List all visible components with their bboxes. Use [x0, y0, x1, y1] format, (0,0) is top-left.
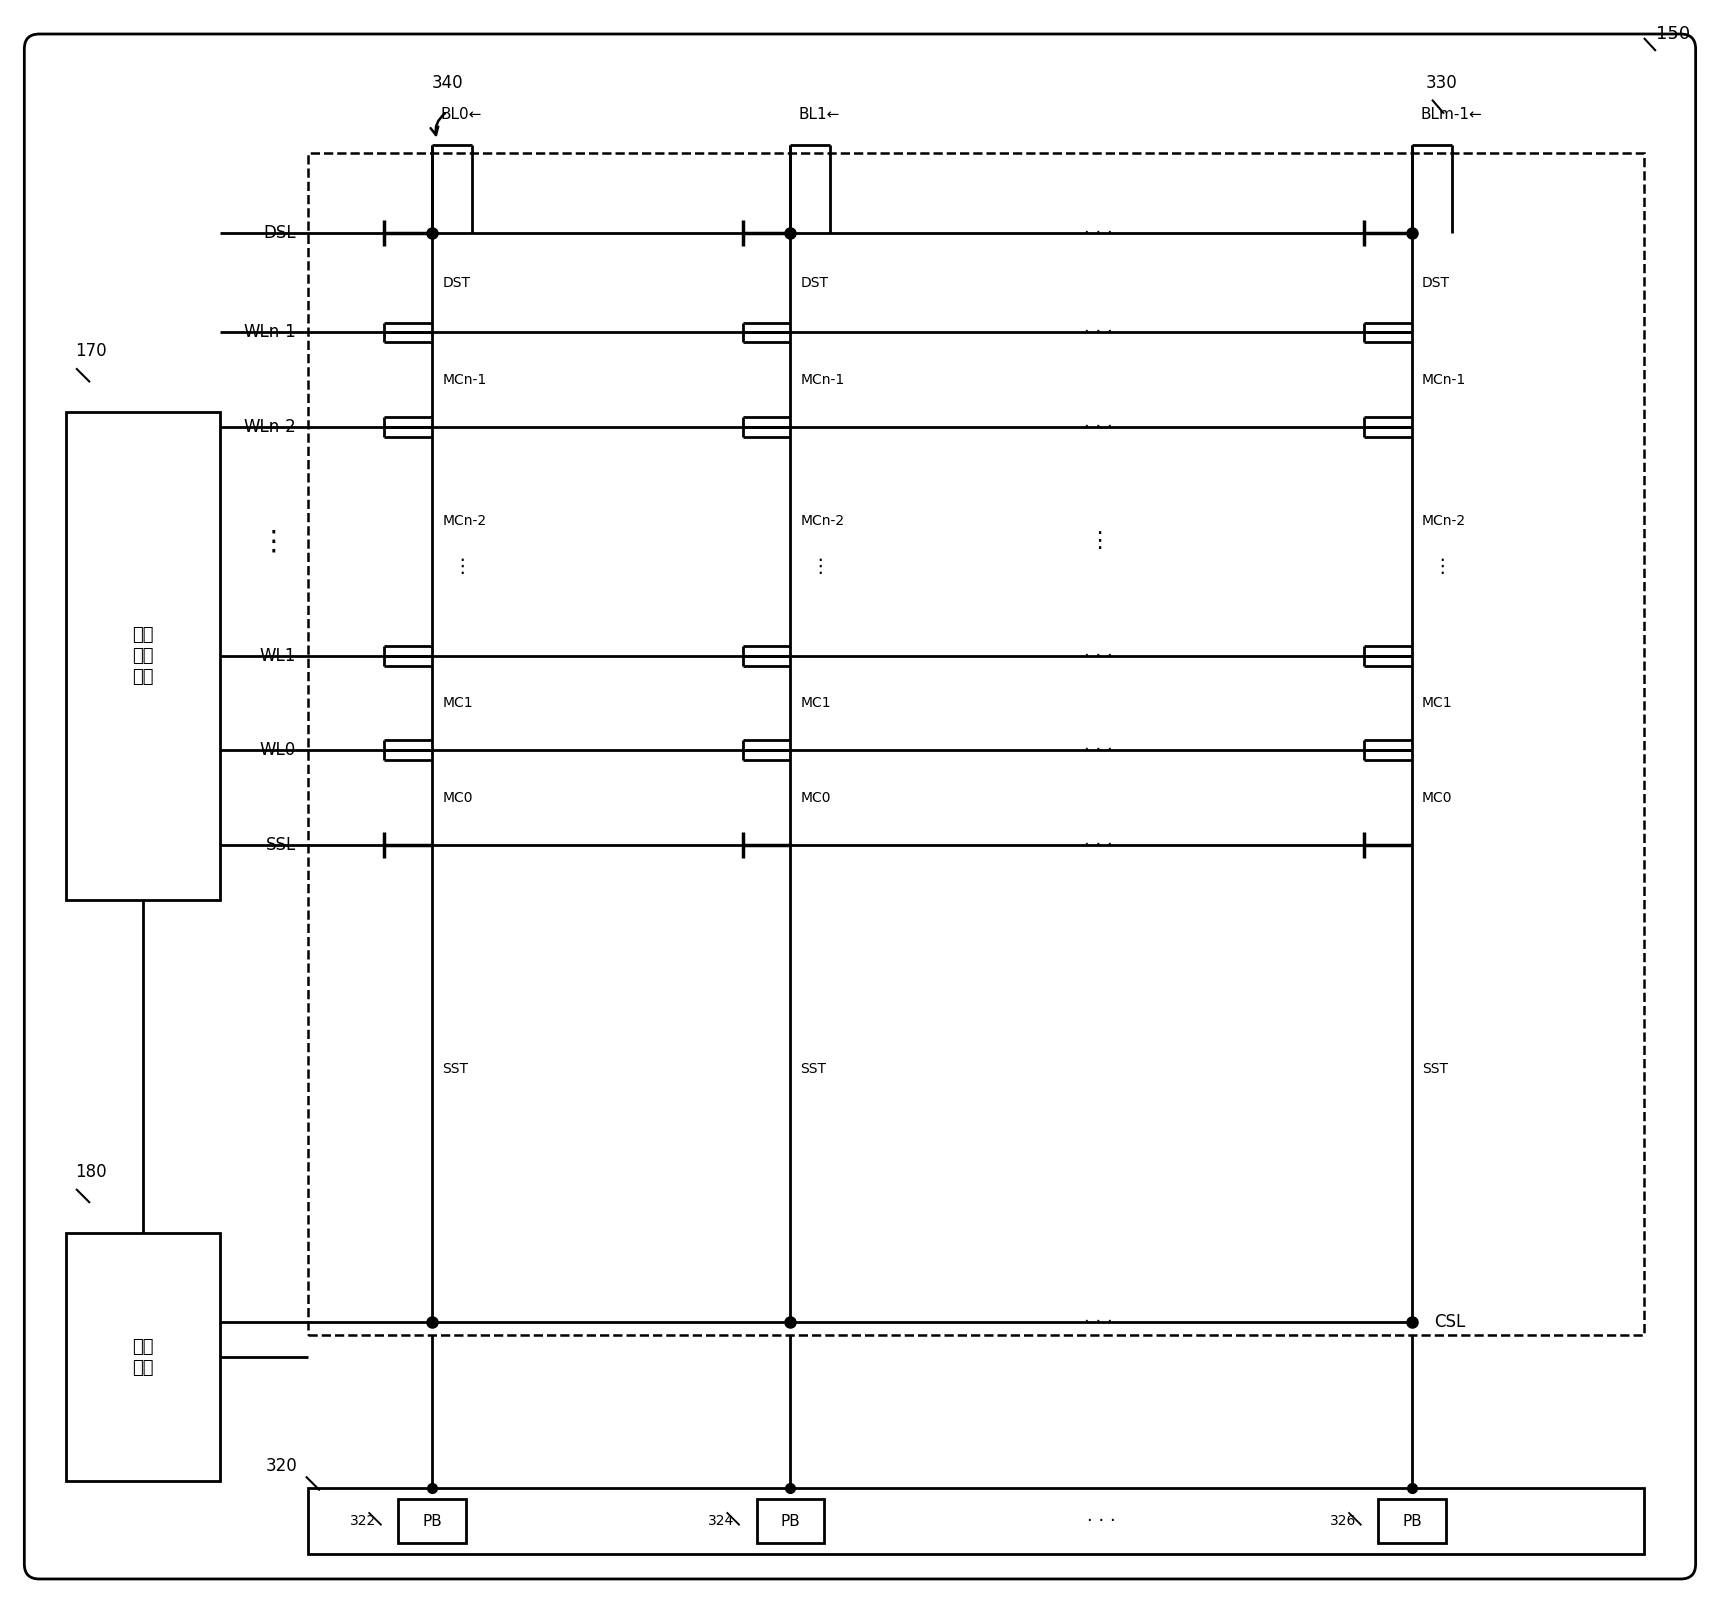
Bar	[756, 1499, 824, 1542]
Text: SST: SST	[800, 1061, 826, 1075]
Text: · · ·: · · ·	[1083, 419, 1112, 436]
Text: SSL: SSL	[266, 836, 297, 853]
Text: MC1: MC1	[442, 696, 473, 710]
Text: PB: PB	[1402, 1513, 1421, 1529]
Text: PB: PB	[422, 1513, 442, 1529]
Text: MC1: MC1	[1421, 696, 1452, 710]
Text: SST: SST	[442, 1061, 468, 1075]
Text: · · ·: · · ·	[1083, 324, 1112, 341]
Text: ⋮: ⋮	[259, 528, 286, 555]
Bar	[398, 1499, 466, 1542]
FancyArrowPatch shape	[430, 113, 444, 135]
Text: MCn-2: MCn-2	[442, 515, 487, 528]
Text: · · ·: · · ·	[1087, 1512, 1114, 1530]
Text: ⋮: ⋮	[1431, 557, 1450, 576]
Text: 控制
电路: 控制 电路	[132, 1338, 154, 1377]
Text: 320: 320	[266, 1457, 298, 1475]
Text: MCn-1: MCn-1	[1421, 372, 1465, 386]
Text: MCn-1: MCn-1	[800, 372, 843, 386]
Text: MCn-1: MCn-1	[442, 372, 487, 386]
Text: 330: 330	[1426, 74, 1457, 92]
Text: BL1←: BL1←	[797, 106, 840, 122]
Text: 180: 180	[75, 1162, 106, 1182]
Text: WL0: WL0	[259, 741, 297, 760]
Text: PB: PB	[780, 1513, 800, 1529]
Text: 170: 170	[75, 343, 106, 361]
Bar	[67, 1233, 219, 1481]
Text: ⋮: ⋮	[452, 557, 471, 576]
Text: CSL: CSL	[1433, 1314, 1464, 1331]
Text: ⋮: ⋮	[811, 557, 830, 576]
Text: DST: DST	[800, 275, 828, 290]
Text: WLn-2: WLn-2	[243, 419, 297, 436]
Text: 电压
提供
电路: 电压 提供 电路	[132, 626, 154, 686]
Bar	[67, 412, 219, 900]
Text: WL1: WL1	[259, 647, 297, 665]
Text: DST: DST	[1421, 275, 1450, 290]
Text: 150: 150	[1656, 26, 1688, 43]
Text: 326: 326	[1330, 1515, 1356, 1528]
Text: MC0: MC0	[442, 791, 473, 805]
Bar	[309, 1488, 1644, 1554]
Text: DST: DST	[442, 275, 470, 290]
Text: MCn-2: MCn-2	[1421, 515, 1465, 528]
Text: DSL: DSL	[264, 224, 297, 242]
Text: 322: 322	[350, 1515, 377, 1528]
Text: BL0←: BL0←	[440, 106, 482, 122]
Text: MC1: MC1	[800, 696, 831, 710]
Text: MC0: MC0	[800, 791, 830, 805]
Text: · · ·: · · ·	[1083, 1314, 1112, 1331]
Text: 324: 324	[708, 1515, 734, 1528]
Text: MC0: MC0	[1421, 791, 1452, 805]
Bar	[1378, 1499, 1445, 1542]
FancyBboxPatch shape	[24, 34, 1695, 1579]
Text: BLm-1←: BLm-1←	[1419, 106, 1481, 122]
Text: · · ·: · · ·	[1083, 224, 1112, 242]
Bar	[309, 153, 1644, 1335]
Text: · · ·: · · ·	[1083, 741, 1112, 760]
Text: 340: 340	[432, 74, 463, 92]
Text: ⋮: ⋮	[1087, 531, 1109, 551]
Text: MCn-2: MCn-2	[800, 515, 843, 528]
Text: SST: SST	[1421, 1061, 1447, 1075]
Text: WLn-1: WLn-1	[243, 324, 297, 341]
Text: · · ·: · · ·	[1083, 647, 1112, 665]
Text: · · ·: · · ·	[1083, 836, 1112, 853]
